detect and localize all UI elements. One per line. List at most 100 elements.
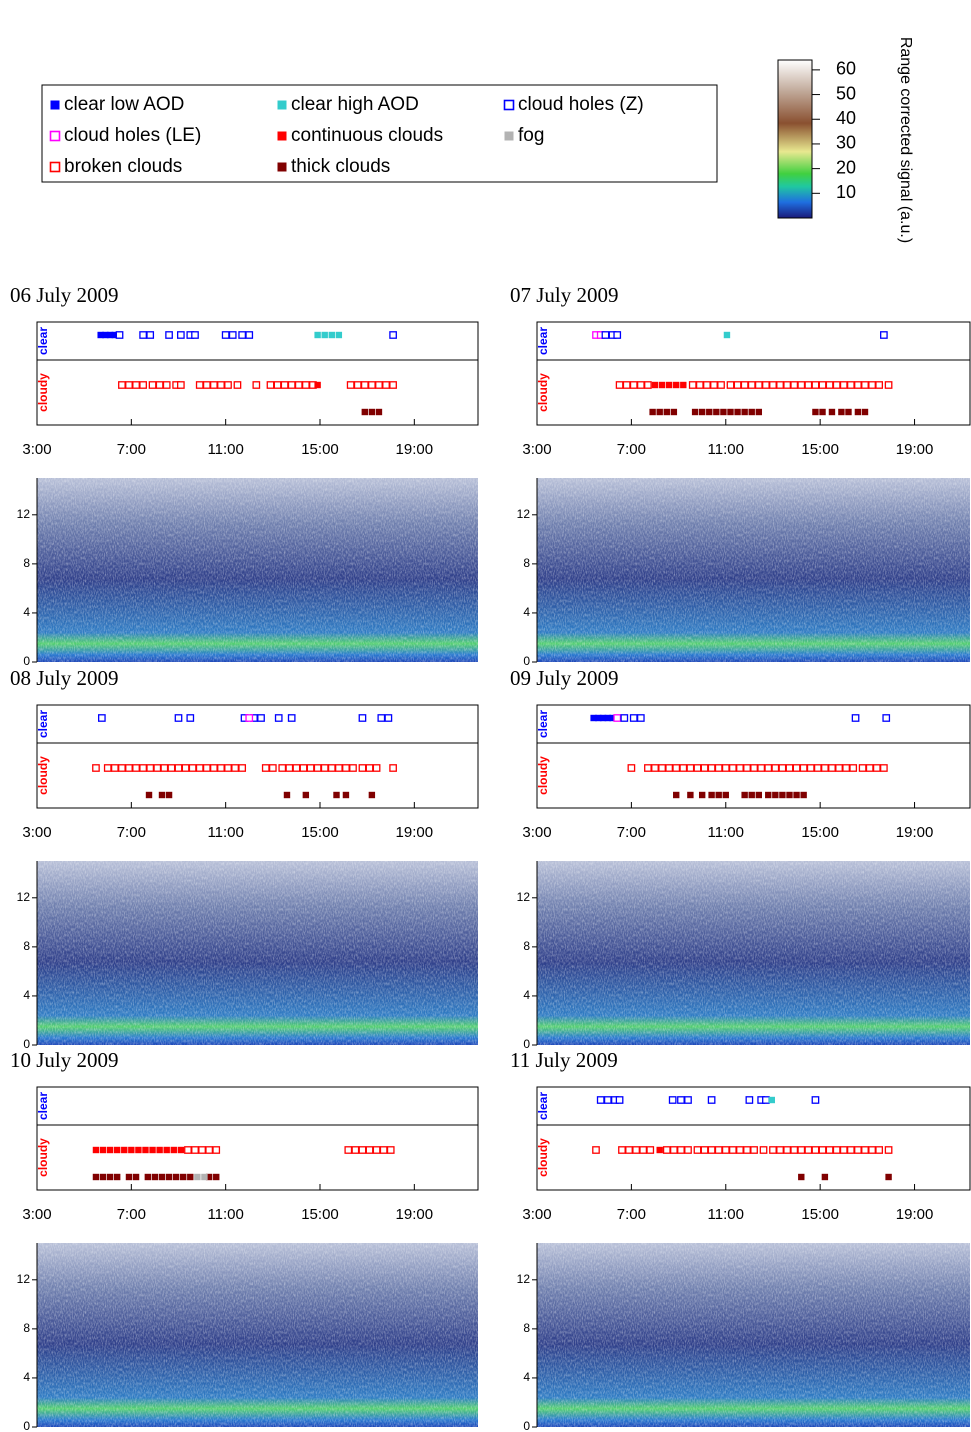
class-marker (835, 764, 843, 772)
class-marker (590, 714, 597, 722)
class-marker (665, 764, 673, 772)
class-marker (769, 381, 777, 389)
class-marker (287, 714, 296, 722)
class-marker (799, 764, 808, 772)
class-marker (184, 1146, 192, 1154)
class-marker (713, 408, 720, 416)
class-marker (615, 381, 624, 389)
class-marker (266, 381, 275, 389)
class-marker (771, 764, 780, 772)
class-marker (194, 1173, 201, 1181)
x-tick-label: 11:00 (708, 1206, 744, 1223)
lidar-noise (537, 1243, 970, 1427)
class-marker (342, 764, 350, 772)
class-marker (245, 714, 254, 722)
class-marker (125, 764, 133, 772)
class-marker (121, 1146, 128, 1154)
class-marker (158, 791, 166, 799)
class-marker (106, 331, 114, 339)
class-marker (144, 1173, 152, 1181)
class-marker (195, 764, 204, 772)
class-marker (875, 1146, 884, 1154)
y-tick-label: 4 (23, 988, 30, 1002)
class-marker (748, 791, 755, 799)
class-marker (132, 764, 140, 772)
class-marker (677, 1146, 685, 1154)
class-marker (778, 764, 787, 772)
class-marker (327, 764, 336, 772)
row-label: cloudy (536, 1138, 550, 1177)
colorbar-tick-label: 60 (836, 59, 856, 79)
class-marker (842, 764, 850, 772)
legend-swatch (49, 130, 61, 142)
class-marker (679, 764, 688, 772)
x-tick-label: 19:00 (396, 441, 434, 458)
class-marker (776, 381, 784, 389)
class-marker (656, 1146, 663, 1154)
class-marker (113, 1146, 121, 1154)
legend-label: cloud holes (Z) (518, 94, 644, 115)
class-marker (790, 1146, 799, 1154)
panel-title: 09 July 2009 (510, 666, 619, 690)
class-marker (706, 408, 713, 416)
y-tick-label: 8 (23, 939, 30, 953)
class-marker (743, 1146, 751, 1154)
class-marker (765, 791, 772, 799)
class-marker (110, 764, 119, 772)
class-marker (722, 791, 729, 799)
class-marker (202, 381, 211, 389)
class-marker (151, 1173, 159, 1181)
class-marker (839, 381, 848, 389)
class-marker (800, 791, 807, 799)
class-marker (754, 381, 763, 389)
class-marker (205, 1173, 213, 1181)
class-marker (818, 1146, 827, 1154)
class-marker (854, 381, 862, 389)
class-marker (142, 1146, 149, 1154)
class-marker (649, 408, 656, 416)
x-tick-label: 7:00 (117, 1206, 146, 1223)
class-marker (118, 764, 126, 772)
class-marker (804, 1146, 813, 1154)
class-marker (604, 714, 611, 722)
colorbar-tick-label: 40 (836, 108, 856, 128)
class-marker (708, 791, 715, 799)
class-marker (292, 764, 301, 772)
class-marker (828, 764, 836, 772)
class-marker (389, 331, 397, 339)
class-marker (743, 764, 751, 772)
class-marker (875, 381, 884, 389)
class-marker (868, 381, 876, 389)
class-marker (102, 331, 109, 339)
class-marker (680, 381, 687, 389)
class-marker (764, 764, 773, 772)
class-marker (224, 381, 232, 389)
lidar-noise (37, 861, 478, 1045)
class-marker (700, 764, 709, 772)
y-tick-label: 4 (23, 1370, 30, 1384)
class-marker (146, 331, 155, 339)
legend-swatch (49, 161, 61, 173)
class-marker (313, 764, 322, 772)
class-marker (700, 1146, 709, 1154)
class-marker (821, 764, 829, 772)
class-marker (884, 1146, 893, 1154)
class-marker (221, 331, 230, 339)
class-marker (365, 764, 374, 772)
class-marker (736, 764, 744, 772)
class-marker (177, 1146, 185, 1154)
class-marker (768, 1096, 775, 1104)
class-marker (748, 408, 755, 416)
class-marker (882, 714, 891, 722)
class-marker (691, 408, 699, 416)
class-marker (629, 381, 638, 389)
class-marker (812, 408, 819, 416)
class-marker (849, 764, 858, 772)
class-marker (368, 791, 376, 799)
class-marker (658, 764, 666, 772)
x-tick-label: 11:00 (207, 1206, 243, 1223)
class-marker (139, 331, 147, 339)
legend-swatch (277, 100, 287, 110)
class-marker (769, 1146, 777, 1154)
class-marker (139, 381, 147, 389)
